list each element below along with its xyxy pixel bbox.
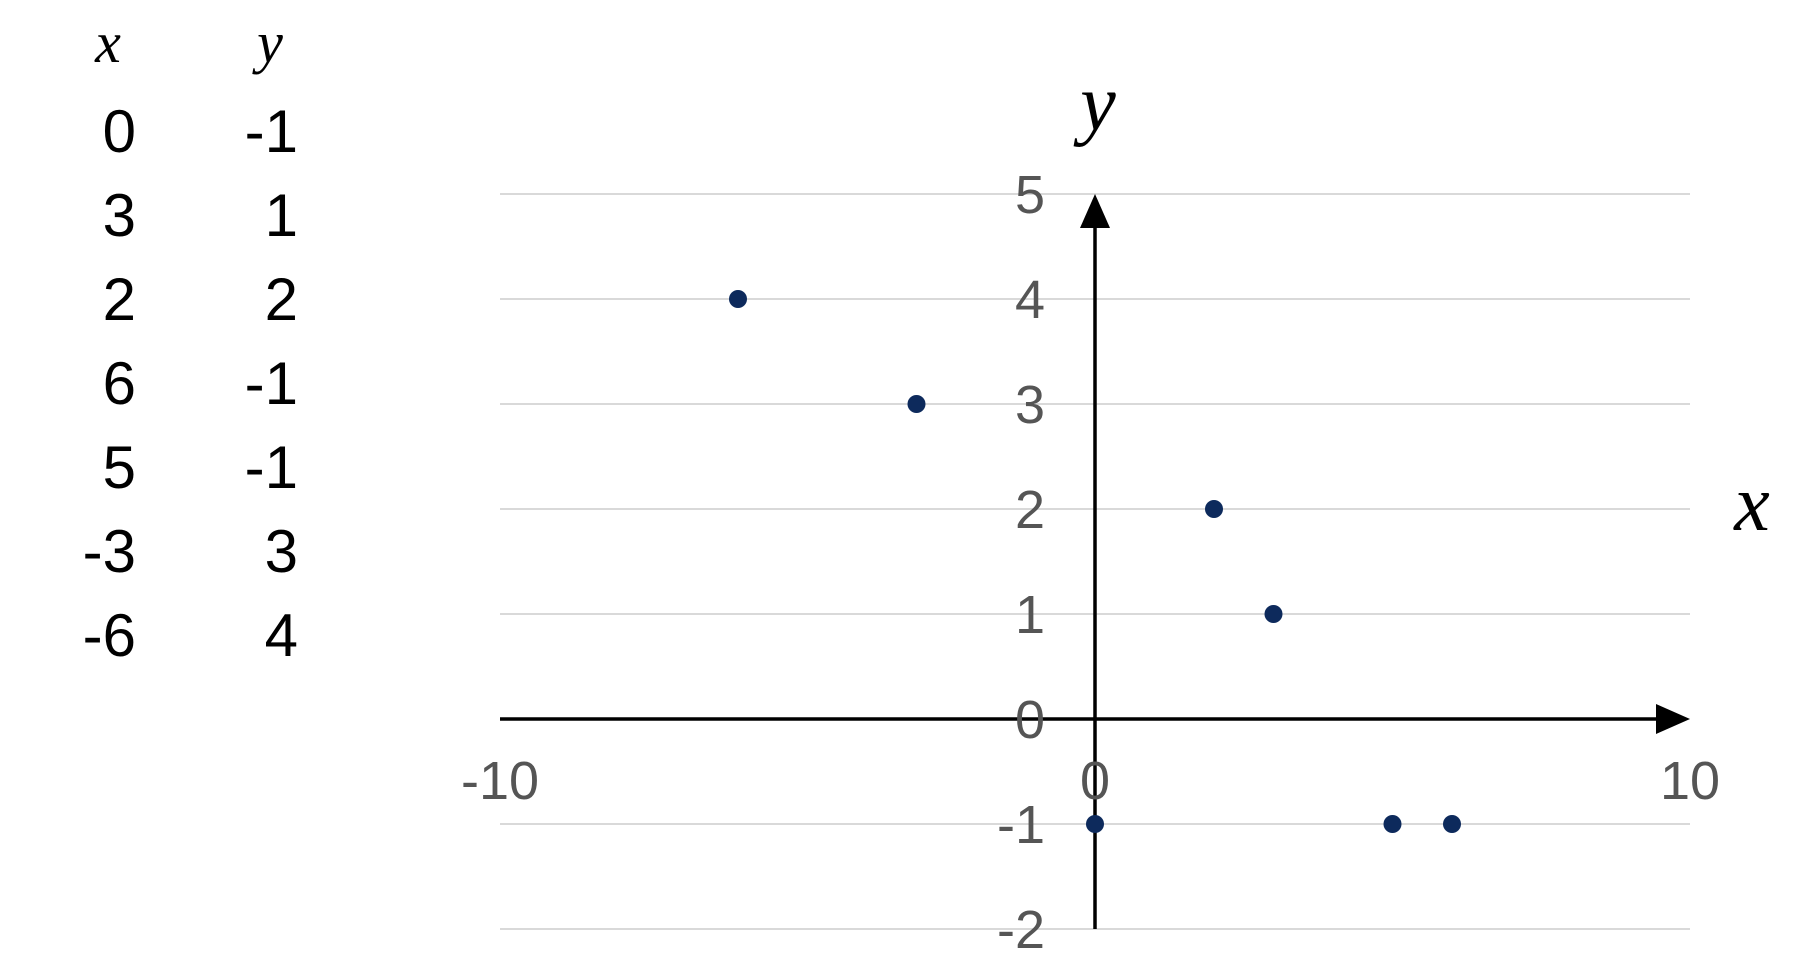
table-cell-y: -1 <box>245 98 298 165</box>
data-table: x y 0 -1 3 1 2 2 6 -1 5 -1 -3 3 -6 4 <box>83 10 298 669</box>
table-header-y: y <box>252 10 283 75</box>
y-tick-label: -2 <box>997 900 1045 959</box>
table-cell-x: 0 <box>103 98 136 165</box>
y-axis-title: y <box>1073 60 1116 148</box>
table-cell-x: -6 <box>83 602 136 669</box>
data-point <box>1205 500 1223 518</box>
table-header-x: x <box>94 10 121 75</box>
table-cell-x: -3 <box>83 518 136 585</box>
x-tick-label: 10 <box>1660 751 1720 811</box>
data-point <box>1264 605 1283 623</box>
data-point <box>907 395 926 413</box>
table-cell-x: 3 <box>103 182 136 249</box>
x-tick-label: -10 <box>461 751 539 811</box>
table-cell-y: 1 <box>265 182 298 249</box>
table-rows: 0 -1 3 1 2 2 6 -1 5 -1 -3 3 -6 4 <box>83 98 298 669</box>
y-tick-label: 5 <box>1015 165 1045 225</box>
data-point <box>1086 815 1104 833</box>
table-cell-y: 4 <box>265 602 298 669</box>
y-tick-label: 0 <box>1015 690 1045 750</box>
x-tick-label: 0 <box>1080 751 1110 811</box>
data-points <box>729 290 1461 833</box>
y-tick-label: 2 <box>1015 480 1045 540</box>
x-axis-title: x <box>1733 460 1770 548</box>
table-cell-x: 5 <box>103 434 136 501</box>
table-cell-y: 3 <box>265 518 298 585</box>
table-cell-x: 6 <box>103 350 136 417</box>
data-point <box>1443 815 1461 833</box>
table-cell-x: 2 <box>103 266 136 333</box>
data-point <box>729 290 747 308</box>
y-tick-label: 1 <box>1015 585 1045 645</box>
y-axis-arrow <box>1080 194 1110 228</box>
y-tick-label: 3 <box>1015 375 1045 435</box>
y-tick-label: 4 <box>1015 270 1045 330</box>
x-tick-labels: -10 0 10 <box>461 751 1720 811</box>
y-tick-label: -1 <box>997 795 1045 855</box>
table-cell-y: -1 <box>245 350 298 417</box>
data-point <box>1383 815 1402 833</box>
table-cell-y: 2 <box>265 266 298 333</box>
table-cell-y: -1 <box>245 434 298 501</box>
y-tick-labels: 5 4 3 2 1 0 -1 -2 <box>997 165 1045 959</box>
x-axis-arrow <box>1656 704 1690 734</box>
